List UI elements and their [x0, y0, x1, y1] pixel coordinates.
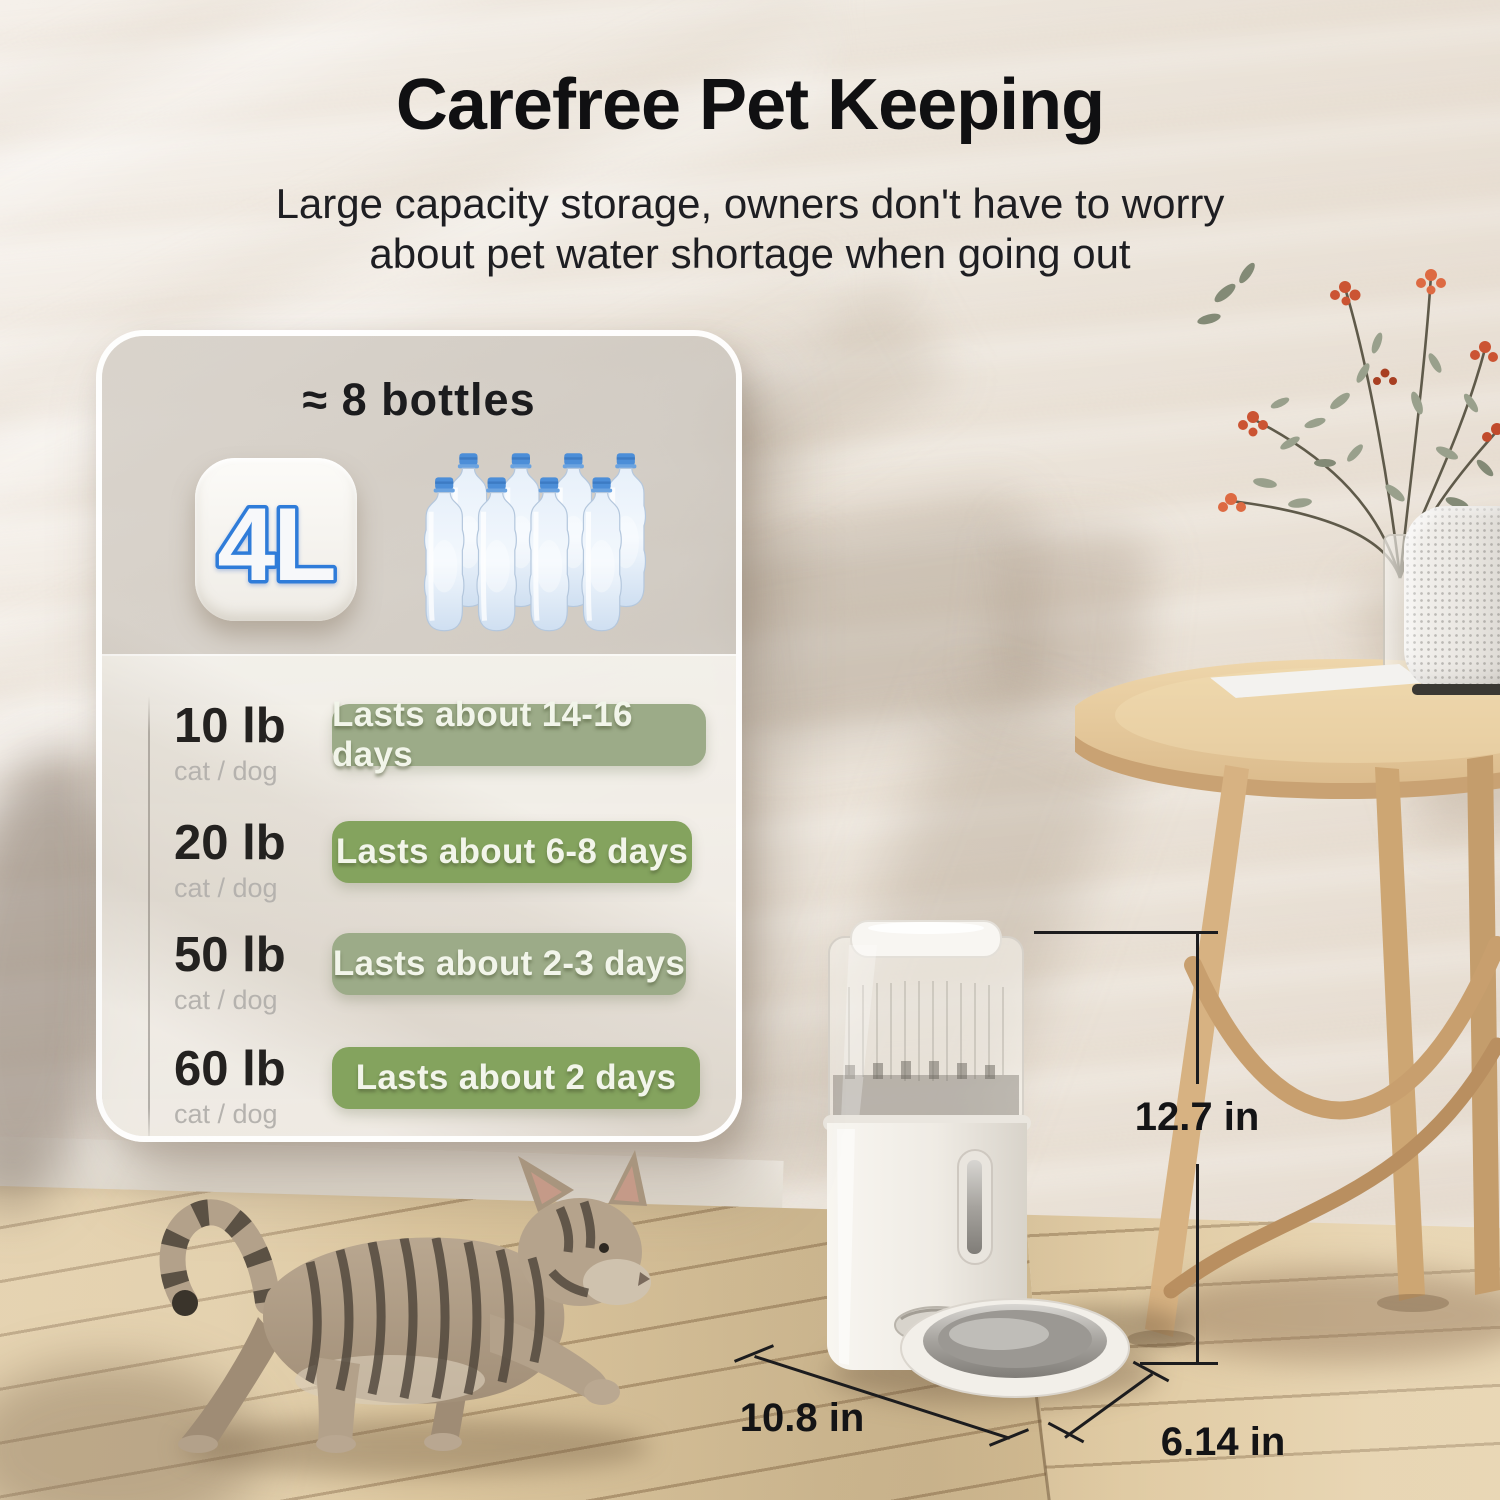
capacity-4l-badge-art: 4L [214, 484, 340, 607]
table-floor-shadow [1150, 1268, 1500, 1363]
duration-pill: Lasts about 2 days [332, 1047, 700, 1109]
bottles-equivalence-heading: ≈ 8 bottles [302, 374, 536, 425]
pet-type: cat / dog [174, 985, 278, 1015]
pet-weight: 60 lb [174, 1042, 286, 1096]
subtitle-line-2: about pet water shortage when going out [369, 230, 1131, 277]
capacity-row-60lb: 60 lb cat / dog Lasts about 2 days [102, 1042, 736, 1129]
cat-rear-leg-near [315, 1357, 360, 1444]
table-brace-rear [1163, 1037, 1500, 1299]
capacity-4l-badge: 4L [195, 458, 357, 621]
table-left-rule [148, 696, 150, 1136]
pet-type: cat / dog [174, 1099, 278, 1129]
capacity-row-20lb: 20 lb cat / dog Lasts about 6-8 days [102, 816, 736, 903]
height-dimension-label: 12.7 in [1134, 1095, 1260, 1139]
tabletop [1075, 659, 1500, 783]
water-dispenser-illustration [823, 920, 1130, 1398]
depth-dimension-label: 6.14 in [1160, 1420, 1286, 1464]
side-table-illustration [1075, 659, 1500, 1348]
flower-branches-illustration [1197, 262, 1500, 579]
cat-front-leg-raised [490, 1314, 610, 1402]
pet-type: cat / dog [174, 873, 278, 903]
pet-weight: 10 lb [174, 699, 286, 753]
height-dimension-line-lower [1196, 1164, 1199, 1364]
cat-paw [316, 1435, 356, 1453]
capacity-card-top: ≈ 8 bottles 4L [102, 336, 736, 654]
duration-pill: Lasts about 6-8 days [332, 821, 692, 883]
cat-rear-leg-far [182, 1317, 280, 1448]
speaker-base-shadow [1412, 684, 1500, 695]
dispenser-bowl [894, 1298, 1130, 1398]
table-leg-right [1467, 755, 1500, 1295]
cat-floor-shadow [180, 1418, 650, 1476]
capacity-card: ≈ 8 bottles 4L [96, 330, 742, 1142]
orange-flower-clusters [1218, 269, 1500, 512]
height-dimension-bottom-cap [1140, 1362, 1218, 1365]
width-dimension-label: 10.8 in [739, 1396, 865, 1440]
capacity-row-10lb: 10 lb cat / dog Lasts about 14-16 days [102, 695, 736, 786]
height-dimension-line-upper [1196, 931, 1199, 1084]
tabletop-sheen [1115, 667, 1500, 763]
cat-tail-tip [172, 1290, 198, 1316]
pet-weight: 20 lb [174, 816, 286, 870]
cat-paw [424, 1433, 462, 1451]
pet-type: cat / dog [174, 756, 278, 786]
leg-contact-shadow [1377, 1294, 1449, 1312]
capacity-4l-badge-label: 4L [217, 487, 334, 603]
cat-tail-stripes [159, 1199, 281, 1309]
cat-raised-paw [584, 1379, 620, 1405]
leaves [1253, 332, 1479, 508]
tabby-cat-illustration [159, 1150, 651, 1453]
dispenser-tank [828, 920, 1024, 1130]
cat-paw [178, 1435, 218, 1453]
duration-pill: Lasts about 14-16 days [332, 695, 706, 774]
table-leg-center [1375, 767, 1425, 1301]
duration-pill: Lasts about 2-3 days [332, 933, 686, 995]
table-brace-front [1184, 936, 1500, 1120]
leaves-dark [1197, 262, 1494, 509]
subtitle-line-1: Large capacity storage, owners don't hav… [275, 180, 1225, 227]
leg-contact-shadow [1127, 1330, 1195, 1348]
height-dimension-top-cap [1034, 931, 1218, 934]
pet-weight: 50 lb [174, 928, 286, 982]
water-bottles-illustration [420, 452, 648, 636]
capacity-row-50lb: 50 lb cat / dog Lasts about 2-3 days [102, 928, 736, 1015]
cat-head [518, 1150, 651, 1306]
page-title: Carefree Pet Keeping [395, 65, 1105, 145]
cat-stripes [303, 1200, 596, 1399]
smart-speaker [1404, 506, 1500, 692]
